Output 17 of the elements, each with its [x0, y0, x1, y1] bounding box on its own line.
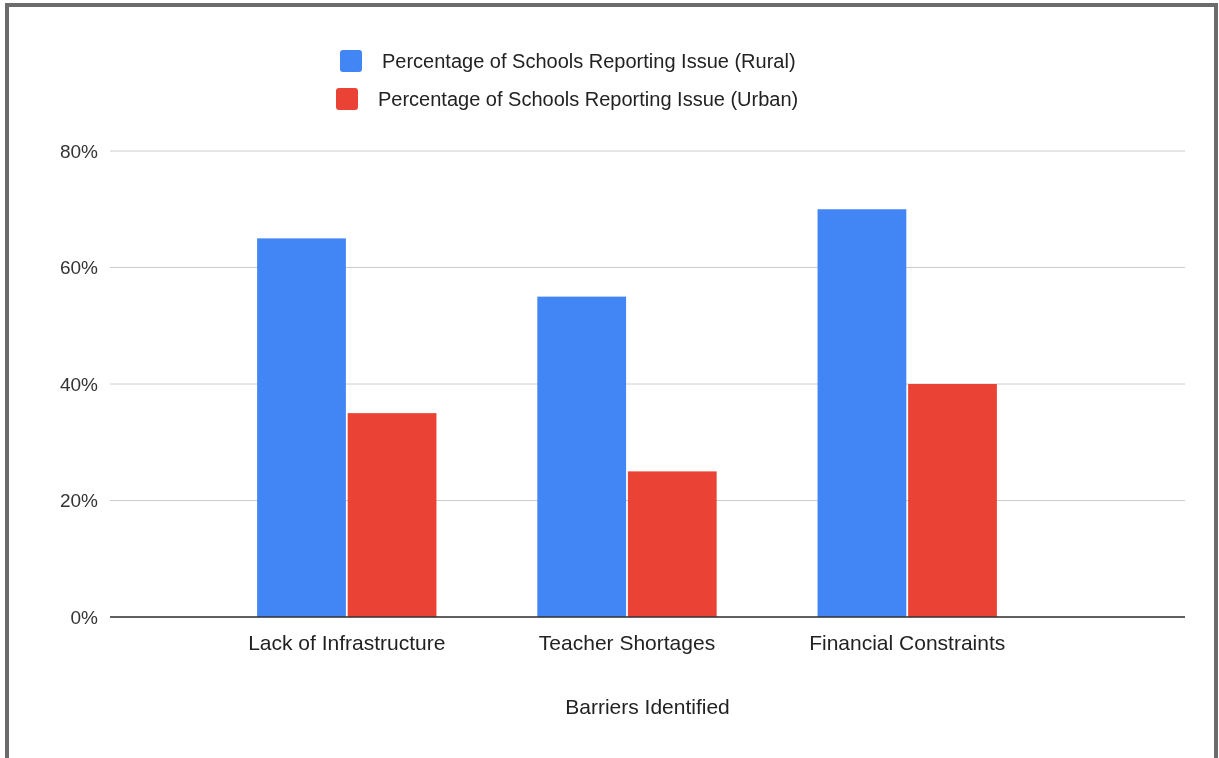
legend-label: Percentage of Schools Reporting Issue (Urban) — [378, 88, 799, 110]
bar — [627, 471, 717, 617]
bar — [347, 413, 437, 617]
x-tick-label: Lack of Infrastructure — [248, 630, 446, 654]
x-axis-title: Barriers Identified — [565, 694, 730, 718]
x-tick-label: Teacher Shortages — [538, 630, 716, 654]
y-tick-label: 40% — [59, 373, 99, 395]
y-tick-label: 80% — [59, 140, 99, 162]
bar — [257, 238, 346, 617]
bar — [817, 209, 907, 617]
legend-label: Percentage of Schools Reporting Issue (Rural) — [382, 50, 796, 72]
y-tick-label: 0% — [70, 606, 99, 628]
x-tick-label: Financial Constraints — [809, 630, 1006, 654]
y-tick-label: 20% — [59, 490, 99, 511]
bar — [537, 296, 627, 617]
bar — [908, 384, 997, 617]
y-tick-label: 60% — [59, 257, 99, 278]
